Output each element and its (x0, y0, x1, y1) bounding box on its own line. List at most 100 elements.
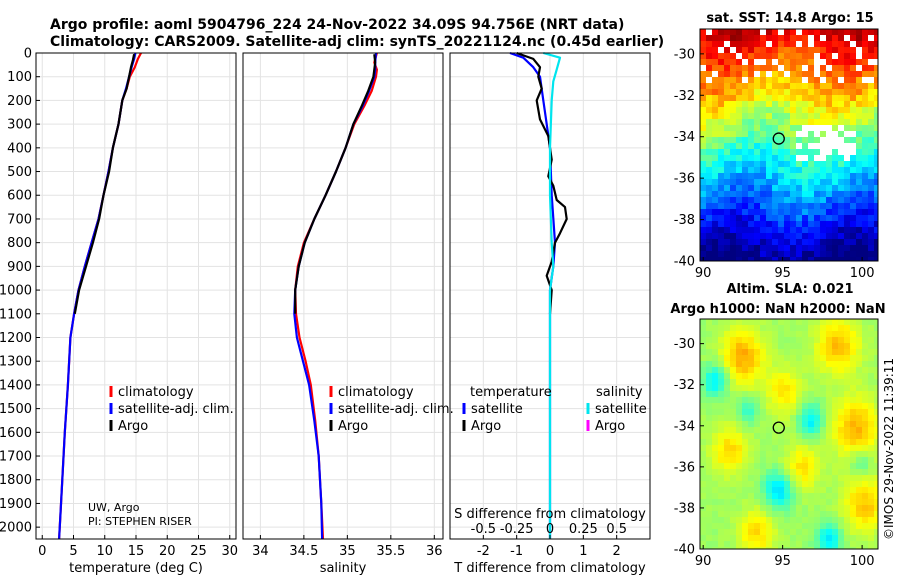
map-cell (724, 137, 731, 144)
map-cell (760, 113, 767, 120)
map-cell (736, 391, 743, 398)
map-cell (814, 77, 821, 84)
map-cell (844, 251, 851, 258)
map-cell (814, 113, 821, 120)
map-cell (874, 53, 879, 60)
map-cell (874, 481, 879, 488)
map-cell (706, 433, 713, 440)
map-cell (868, 433, 875, 440)
map-cell (832, 107, 839, 114)
map-cell (796, 209, 803, 216)
map-cell (826, 113, 833, 120)
map-cell (700, 209, 707, 216)
map-cell (718, 517, 725, 524)
map-cell (706, 445, 713, 452)
map-cell (874, 463, 879, 470)
map-cell (808, 191, 815, 198)
map-cell (868, 113, 875, 120)
map-cell (730, 59, 737, 66)
map-cell (868, 385, 875, 392)
map-cell (784, 463, 791, 470)
map-cell (802, 179, 809, 186)
map-cell (772, 53, 779, 60)
map-cell (808, 499, 815, 506)
map-cell (760, 481, 767, 488)
map-cell (826, 445, 833, 452)
map-cell (718, 47, 725, 54)
map-cell (874, 215, 879, 222)
map-cell (838, 161, 845, 168)
map-cell (736, 547, 743, 550)
map-cell (820, 457, 827, 464)
map-cell (778, 215, 785, 222)
map-cell (814, 409, 821, 416)
map-cell (838, 493, 845, 500)
map-cell (724, 221, 731, 228)
credits-line2: PI: STEPHEN RISER (88, 515, 192, 528)
map-cell (796, 355, 803, 362)
map-cell (796, 203, 803, 210)
map-cell (754, 427, 761, 434)
map-cell (832, 541, 839, 548)
map-cell (802, 149, 809, 156)
map-cell (748, 403, 755, 410)
map-cell (838, 541, 845, 548)
map-cell (742, 397, 749, 404)
map-cell (772, 481, 779, 488)
map-cell (730, 221, 737, 228)
map-cell (814, 227, 821, 234)
map-cell (772, 95, 779, 102)
map-cell (706, 65, 713, 72)
map-cell (772, 257, 779, 262)
map-cell (784, 203, 791, 210)
map-cell (844, 517, 851, 524)
map-cell (724, 529, 731, 536)
map-cell (766, 125, 773, 132)
map-cell (832, 349, 839, 356)
map-cell (814, 487, 821, 494)
map-cell (850, 29, 857, 36)
map-cell (700, 511, 707, 518)
map-cell (868, 511, 875, 518)
map-cell (814, 457, 821, 464)
map-cell (760, 529, 767, 536)
map-cell (742, 209, 749, 216)
map-cell (712, 215, 719, 222)
map-cell (766, 41, 773, 48)
map-cell (844, 41, 851, 48)
map-cell (778, 113, 785, 120)
map-cell (766, 499, 773, 506)
map-cell (874, 361, 879, 368)
map-cell (856, 107, 863, 114)
map-cell (730, 89, 737, 96)
map-cell (832, 41, 839, 48)
map-cell (748, 475, 755, 482)
map-cell (766, 95, 773, 102)
map-cell (766, 203, 773, 210)
map-cell (862, 131, 869, 138)
y-tick-label: 1600 (0, 426, 32, 441)
map-cell (742, 457, 749, 464)
map-cell (862, 155, 869, 162)
map-cell (832, 367, 839, 374)
map-cell (724, 511, 731, 518)
map-cell (778, 343, 785, 350)
map-cell (790, 29, 797, 36)
map-cell (856, 547, 863, 550)
map-cell (766, 337, 773, 344)
map-cell (868, 505, 875, 512)
map-cell (874, 29, 879, 36)
map-cell (874, 445, 879, 452)
map-cell (712, 511, 719, 518)
map-cell (742, 167, 749, 174)
map-cell (772, 451, 779, 458)
y-tick-label: 1300 (0, 355, 32, 370)
map-cell (820, 421, 827, 428)
map-cell (850, 475, 857, 482)
map-cell (724, 367, 731, 374)
map-cell (712, 451, 719, 458)
map-cell (850, 155, 857, 162)
map-cell (748, 445, 755, 452)
map-cell (844, 487, 851, 494)
map-cell (706, 319, 713, 326)
